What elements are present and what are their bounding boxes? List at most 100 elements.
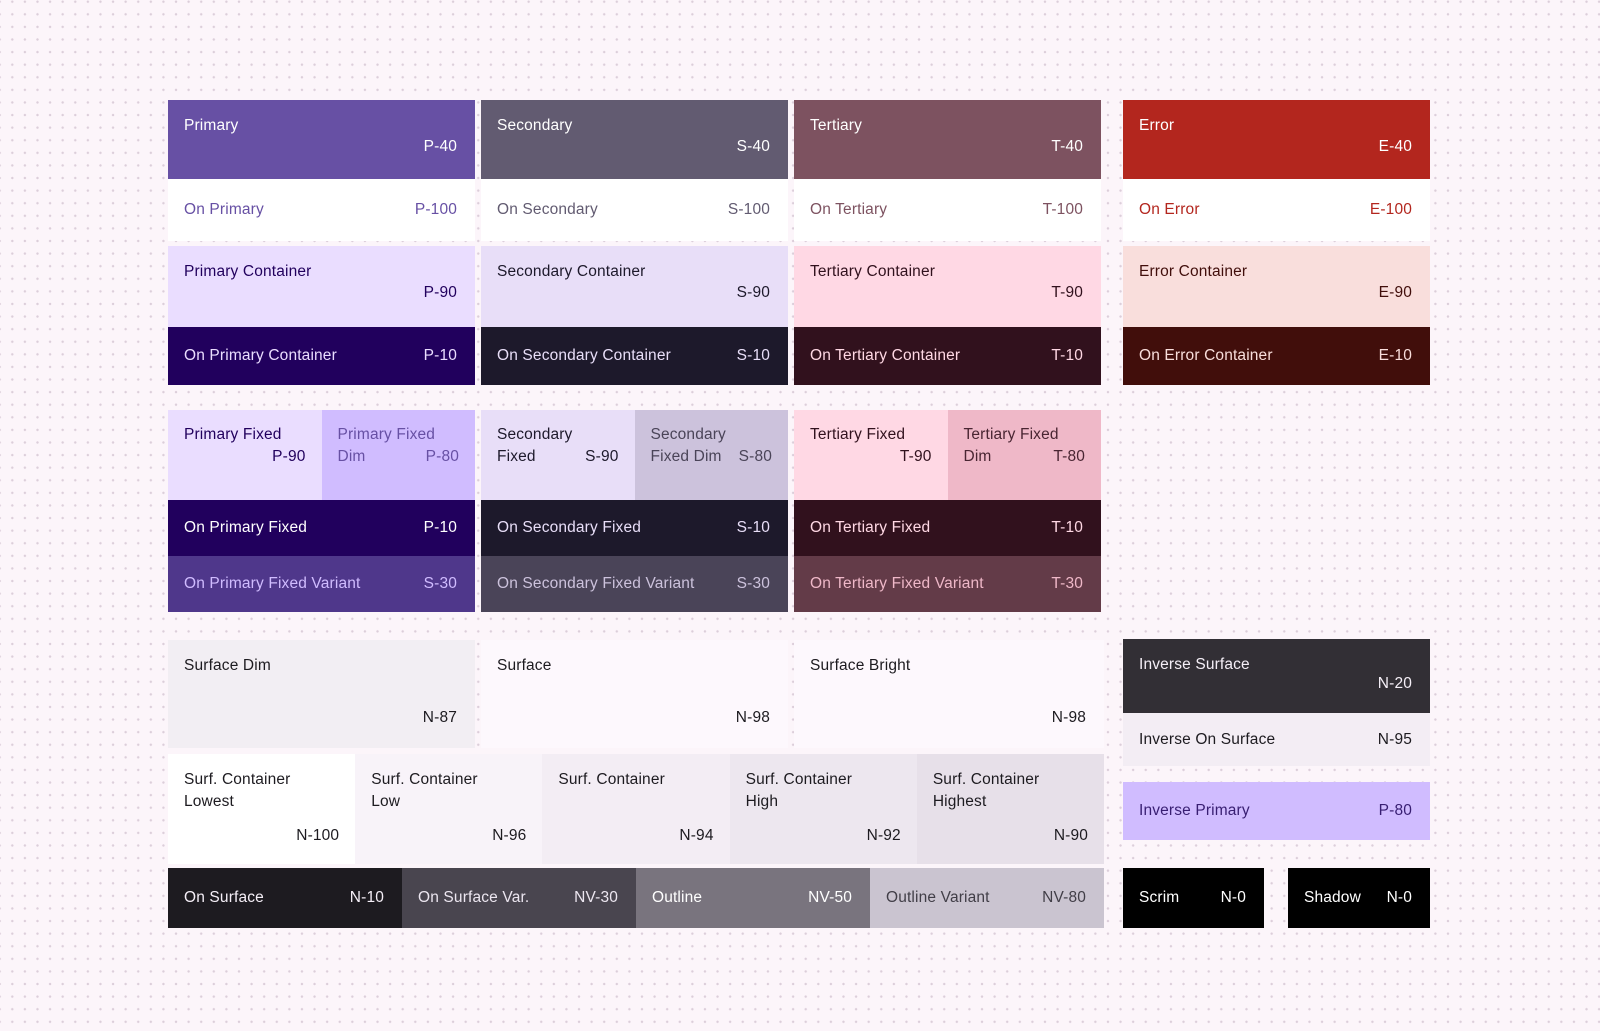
- swatch-label: Primary Container: [184, 263, 312, 280]
- swatch-tone: S-90: [736, 284, 770, 301]
- swatch-label: On Error Container: [1139, 347, 1273, 364]
- swatch-tone: S-40: [736, 138, 770, 155]
- swatch-on-surface[interactable]: On Surface N-10: [168, 868, 402, 928]
- swatch-label: Surf. Container Highest: [932, 771, 1040, 810]
- swatch-error[interactable]: Error E-40: [1123, 100, 1430, 179]
- swatch-on-primary[interactable]: On Primary P-100: [168, 179, 475, 241]
- swatch-surface-container[interactable]: Surf. Container N-94: [542, 754, 730, 864]
- swatch-tone: S-100: [727, 201, 770, 218]
- swatch-tertiary-container[interactable]: Tertiary Container T-90: [794, 246, 1101, 327]
- swatch-on-tertiary-container[interactable]: On Tertiary Container T-10: [794, 327, 1101, 385]
- swatch-on-secondary-container[interactable]: On Secondary Container S-10: [481, 327, 788, 385]
- swatch-tone: N-0: [1386, 889, 1412, 906]
- swatch-label: Outline: [652, 889, 703, 906]
- swatch-error-container[interactable]: Error Container E-90: [1123, 246, 1430, 327]
- swatch-tone: T-80: [1053, 448, 1085, 465]
- swatch-surface[interactable]: Surface N-98: [481, 640, 788, 748]
- swatch-secondary[interactable]: Secondary S-40: [481, 100, 788, 179]
- on-surface-band: On Surface N-10 On Surface Var. NV-30 Ou…: [168, 868, 1104, 928]
- swatch-tertiary-fixed-dim[interactable]: Tertiary Fixed Dim T-80: [947, 410, 1101, 500]
- swatch-secondary-container[interactable]: Secondary Container S-90: [481, 246, 788, 327]
- swatch-label: On Error: [1139, 201, 1200, 218]
- swatch-label: On Primary Container: [184, 347, 337, 364]
- swatch-tone: NV-50: [808, 889, 852, 906]
- swatch-on-error[interactable]: On Error E-100: [1123, 179, 1430, 241]
- swatch-tone: P-40: [423, 138, 457, 155]
- swatch-on-primary-container[interactable]: On Primary Container P-10: [168, 327, 475, 385]
- swatch-tone: N-98: [735, 709, 770, 726]
- swatch-on-primary-fixed-variant[interactable]: On Primary Fixed Variant S-30: [168, 556, 475, 612]
- swatch-secondary-fixed[interactable]: Secondary Fixed S-90: [481, 410, 635, 500]
- swatch-tone: P-10: [423, 519, 457, 536]
- swatch-on-tertiary-fixed[interactable]: On Tertiary Fixed T-10: [794, 500, 1101, 556]
- swatch-label: Secondary Container: [497, 263, 646, 280]
- swatch-label: On Primary Fixed Variant: [184, 575, 361, 592]
- swatch-shadow[interactable]: Shadow N-0: [1288, 868, 1430, 928]
- swatch-surface-container-highest[interactable]: Surf. Container Highest N-90: [916, 754, 1105, 864]
- swatch-primary[interactable]: Primary P-40: [168, 100, 475, 179]
- swatch-tone: N-20: [1377, 675, 1412, 692]
- swatch-primary-container[interactable]: Primary Container P-90: [168, 246, 475, 327]
- swatch-on-tertiary[interactable]: On Tertiary T-100: [794, 179, 1101, 241]
- swatch-tertiary[interactable]: Tertiary T-40: [794, 100, 1101, 179]
- swatch-label: Error: [1139, 117, 1175, 134]
- swatch-label: On Tertiary: [810, 201, 888, 218]
- swatch-secondary-fixed-dim[interactable]: Secondary Fixed Dim S-80: [634, 410, 788, 500]
- swatch-tone: E-100: [1369, 201, 1412, 218]
- swatch-tone: N-92: [866, 827, 901, 844]
- swatch-on-secondary-fixed[interactable]: On Secondary Fixed S-10: [481, 500, 788, 556]
- swatch-tone: E-40: [1378, 138, 1412, 155]
- swatch-scrim[interactable]: Scrim N-0: [1123, 868, 1264, 928]
- swatch-surface-container-lowest[interactable]: Surf. Container Lowest N-100: [168, 754, 356, 864]
- swatch-surface-container-high[interactable]: Surf. Container High N-92: [729, 754, 917, 864]
- swatch-tone: T-30: [1051, 575, 1083, 592]
- swatch-label: Surf. Container Low: [371, 771, 478, 810]
- swatch-label: On Secondary Fixed: [497, 519, 641, 536]
- swatch-tone: E-10: [1378, 347, 1412, 364]
- swatch-tone: S-30: [736, 575, 770, 592]
- swatch-tone: N-87: [422, 709, 457, 726]
- swatch-inverse-on-surface[interactable]: Inverse On Surface N-95: [1123, 713, 1430, 766]
- swatch-label: Tertiary: [810, 117, 863, 134]
- swatch-label: Inverse On Surface: [1139, 730, 1276, 748]
- swatch-surface-dim[interactable]: Surface Dim N-87: [168, 640, 475, 748]
- swatch-on-secondary[interactable]: On Secondary S-100: [481, 179, 788, 241]
- swatch-label: Surf. Container Lowest: [184, 771, 291, 810]
- swatch-label: Primary: [184, 117, 239, 134]
- swatch-label: Surface Dim: [184, 657, 271, 674]
- swatch-on-surface-variant[interactable]: On Surface Var. NV-30: [402, 868, 636, 928]
- swatch-label: On Secondary Fixed Variant: [497, 575, 695, 592]
- swatch-primary-fixed[interactable]: Primary Fixed P-90: [168, 410, 322, 500]
- primary-fixed-group: Primary Fixed P-90 Primary Fixed Dim P-8…: [168, 410, 475, 500]
- swatch-label: On Tertiary Fixed: [810, 519, 931, 536]
- swatch-inverse-primary[interactable]: Inverse Primary P-80: [1123, 782, 1430, 840]
- swatch-outline[interactable]: Outline NV-50: [636, 868, 870, 928]
- swatch-tone: P-100: [414, 201, 457, 218]
- swatch-tone: P-90: [423, 284, 457, 301]
- swatch-on-error-container[interactable]: On Error Container E-10: [1123, 327, 1430, 385]
- swatch-tone: S-10: [736, 519, 770, 536]
- swatch-label: On Secondary Container: [497, 347, 671, 364]
- swatch-primary-fixed-dim[interactable]: Primary Fixed Dim P-80: [321, 410, 475, 500]
- swatch-inverse-surface[interactable]: Inverse Surface N-20: [1123, 639, 1430, 713]
- swatch-outline-variant[interactable]: Outline Variant NV-80: [870, 868, 1104, 928]
- swatch-tone: S-90: [585, 448, 619, 465]
- swatch-surface-bright[interactable]: Surface Bright N-98: [794, 640, 1104, 748]
- swatch-tertiary-fixed[interactable]: Tertiary Fixed T-90: [794, 410, 948, 500]
- swatch-label: Inverse Primary: [1139, 802, 1250, 819]
- swatch-tone: N-98: [1051, 709, 1086, 726]
- swatch-on-primary-fixed[interactable]: On Primary Fixed P-10: [168, 500, 475, 556]
- swatch-label: Inverse Surface: [1139, 656, 1250, 673]
- swatch-tone: N-10: [349, 889, 384, 906]
- swatch-label: Surf. Container: [558, 771, 665, 788]
- swatch-label: On Tertiary Container: [810, 347, 961, 364]
- swatch-on-tertiary-fixed-variant[interactable]: On Tertiary Fixed Variant T-30: [794, 556, 1101, 612]
- swatch-label: Outline Variant: [886, 889, 990, 906]
- swatch-surface-container-low[interactable]: Surf. Container Low N-96: [355, 754, 543, 864]
- secondary-fixed-group: Secondary Fixed S-90 Secondary Fixed Dim…: [481, 410, 788, 500]
- swatch-tone: N-100: [296, 827, 340, 844]
- swatch-on-secondary-fixed-variant[interactable]: On Secondary Fixed Variant S-30: [481, 556, 788, 612]
- swatch-tone: T-40: [1051, 138, 1083, 155]
- swatch-tone: S-80: [738, 448, 772, 465]
